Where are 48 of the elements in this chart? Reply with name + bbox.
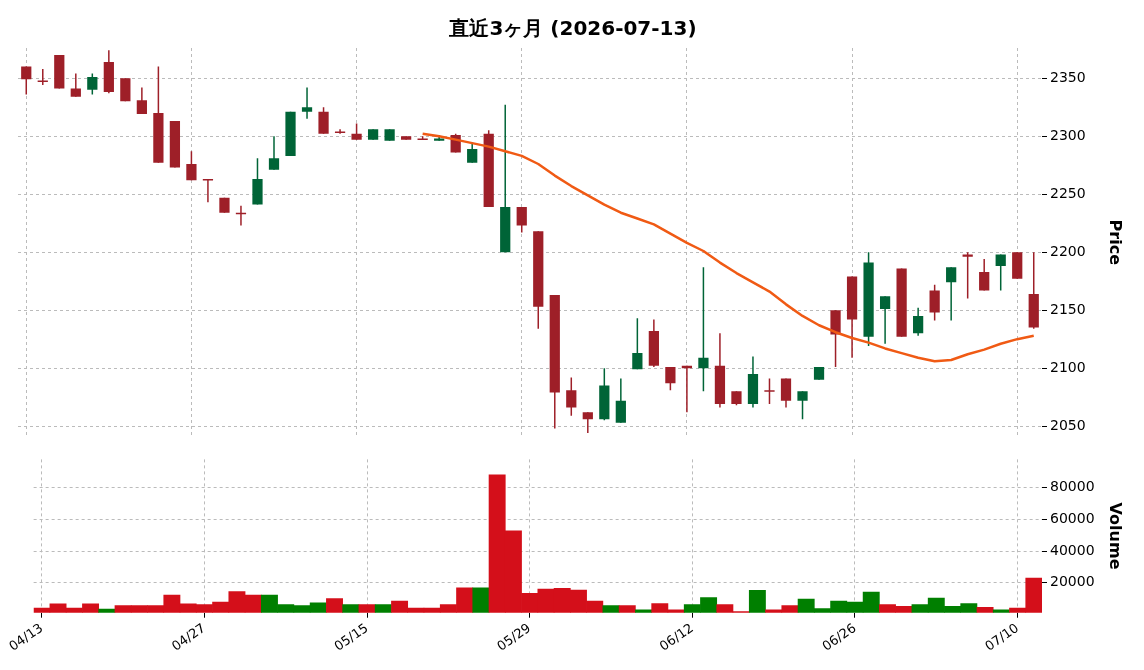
y-tick-label: 2200 [1050, 242, 1086, 259]
bar [374, 604, 392, 613]
bar [342, 604, 360, 613]
y-tick-label: 2350 [1050, 68, 1086, 85]
y-tick-label: 80000 [1050, 478, 1095, 495]
candlestick [516, 206, 527, 234]
candlestick [764, 377, 775, 405]
candlestick [87, 72, 98, 96]
candlestick [301, 86, 313, 120]
y-tick-label: 2150 [1050, 300, 1086, 317]
candlestick [318, 106, 329, 135]
y-tick-label: 2100 [1050, 358, 1086, 375]
candlestick [929, 283, 940, 322]
bar [326, 598, 343, 613]
bar [748, 590, 766, 613]
y-tick-label: 2300 [1050, 126, 1086, 143]
candlestick [995, 253, 1006, 292]
candlestick [879, 295, 891, 345]
chart-title: 直近3ヶ月 (2026-07-13) [448, 16, 697, 41]
y-axis-title: Price [1106, 219, 1126, 266]
candlestick [665, 366, 676, 391]
candlestick [136, 86, 147, 115]
candlestick [21, 65, 32, 96]
y-tick-label: 2050 [1050, 416, 1086, 433]
bar [472, 587, 490, 613]
y-tick-label: 2250 [1050, 184, 1086, 201]
y-axis-title: Volume [1106, 502, 1126, 570]
candlestick [615, 377, 626, 424]
candlestick [780, 377, 792, 409]
candlestick [913, 307, 924, 337]
candlestick [979, 258, 990, 292]
candlestick [962, 251, 973, 300]
candlestick [202, 178, 214, 204]
candlestick [186, 150, 197, 181]
bar [358, 604, 376, 613]
candlestick [37, 68, 48, 86]
candlestick [566, 376, 577, 417]
y-tick-label: 60000 [1050, 510, 1095, 527]
candlestick [632, 317, 643, 371]
candlestick [698, 266, 709, 393]
bar [618, 605, 636, 613]
candlestick [268, 135, 280, 171]
candlestick [797, 390, 808, 420]
candlestick [946, 266, 957, 322]
candlestick [70, 72, 81, 98]
y-tick-label: 20000 [1050, 573, 1095, 590]
candlestick [582, 411, 593, 434]
y-tick-label: 40000 [1050, 541, 1095, 558]
